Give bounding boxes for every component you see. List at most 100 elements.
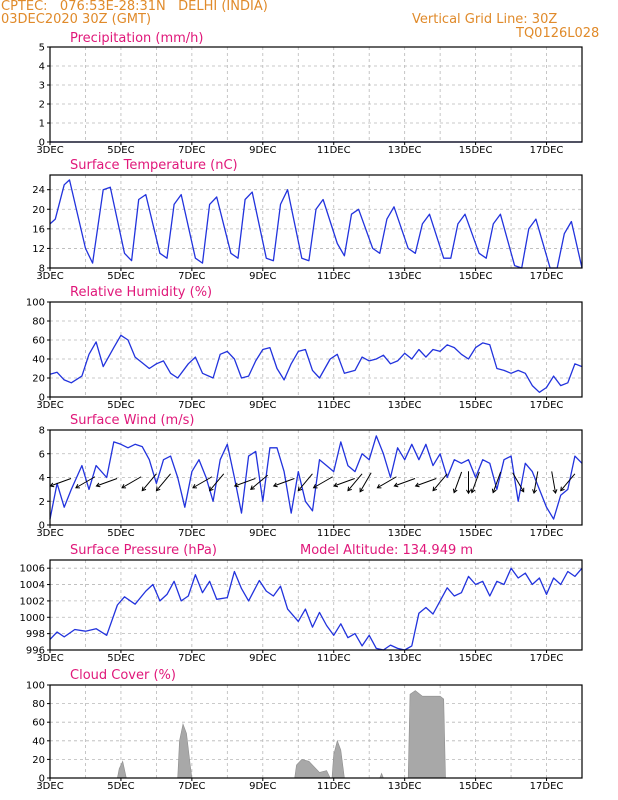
x-tick-label: 9DEC: [249, 271, 276, 282]
wind-arrow-head: [121, 484, 127, 489]
panel-title: Cloud Cover (%): [70, 668, 176, 683]
wind-arrow-head: [359, 487, 364, 493]
wind-arrow-head: [519, 487, 525, 493]
x-tick-label: 3DEC: [36, 653, 63, 664]
wind-arrow-head: [466, 489, 471, 495]
wind-arrow: [209, 473, 225, 491]
wind-arrow-head: [49, 482, 55, 488]
x-tick-label: 7DEC: [178, 400, 205, 411]
wind-arrow-head: [414, 482, 420, 488]
x-tick-label: 15DEC: [459, 528, 493, 539]
panel-2: 0 20 40 60 80 100 3DEC 5DEC 7DEC 9DEC 11DEC 13DEC 15…: [26, 285, 583, 411]
x-tick-label: 5DEC: [107, 400, 134, 411]
x-tick-label: 17DEC: [530, 653, 564, 664]
x-tick-label: 5DEC: [107, 653, 134, 664]
y-tick-label: 100: [26, 298, 45, 309]
x-tick-label: 7DEC: [178, 653, 205, 664]
wind-arrow: [359, 472, 372, 493]
y-tick-label: 24: [32, 185, 45, 196]
wind-arrow: [273, 478, 295, 487]
y-tick-label: 0: [39, 521, 45, 532]
wind-arrows: [49, 471, 576, 495]
wind-arrow: [156, 473, 171, 491]
series-line: [49, 567, 583, 651]
y-tick-label: 20: [32, 205, 45, 216]
x-tick-label: 13DEC: [388, 781, 422, 792]
y-tick-label: 4: [39, 473, 45, 484]
y-tick-label: 12: [32, 244, 45, 255]
y-tick-label: 0: [39, 138, 45, 149]
x-tick-label: 7DEC: [178, 528, 205, 539]
y-tick-label: 1004: [20, 580, 45, 591]
y-tick-label: 0: [39, 393, 45, 404]
wind-arrow: [432, 473, 448, 491]
wind-arrow-head: [432, 486, 438, 492]
wind-arrow-head: [233, 482, 239, 488]
x-tick-label: 15DEC: [459, 653, 493, 664]
wind-arrow: [333, 478, 355, 487]
wind-arrow: [234, 478, 256, 487]
y-tick-label: 996: [26, 646, 45, 657]
y-tick-label: 40: [32, 355, 45, 366]
wind-arrow: [492, 471, 502, 493]
y-tick-label: 80: [32, 317, 45, 328]
x-tick-label: 17DEC: [530, 528, 564, 539]
x-tick-label: 3DEC: [36, 528, 63, 539]
y-tick-label: 20: [32, 755, 45, 766]
x-tick-label: 13DEC: [388, 653, 422, 664]
x-tick-label: 5DEC: [107, 271, 134, 282]
x-tick-label: 15DEC: [459, 400, 493, 411]
x-tick-label: 9DEC: [249, 528, 276, 539]
wind-arrow: [347, 473, 363, 491]
panel-3: 0 2 4 6 8 3DEC 5DEC 7DEC 9DEC 11DEC 13DEC 15DEC 17DE…: [36, 413, 583, 539]
x-tick-label: 17DEC: [530, 781, 564, 792]
x-tick-label: 17DEC: [530, 145, 564, 156]
panel-title: Surface Temperature (nC): [70, 158, 238, 173]
x-tick-label: 13DEC: [388, 400, 422, 411]
wind-arrow: [297, 473, 313, 491]
wind-arrow: [121, 476, 142, 489]
y-tick-label: 4: [39, 62, 45, 73]
y-tick-label: 998: [26, 629, 45, 640]
x-tick-label: 3DEC: [36, 400, 63, 411]
panel-5: 0 20 40 60 80 100 3DEC 5DEC 7DEC 9DEC 11DEC 13DEC 15…: [26, 668, 583, 792]
panel-title: Surface Pressure (hPa): [70, 543, 217, 558]
wind-arrow-head: [272, 482, 278, 488]
x-tick-label: 9DEC: [249, 145, 276, 156]
panel-frame: [49, 46, 583, 143]
wind-arrow-head: [452, 488, 458, 494]
y-tick-label: 20: [32, 374, 45, 385]
wind-arrow: [313, 476, 333, 489]
wind-arrow-head: [347, 486, 352, 492]
wind-arrow: [50, 478, 72, 487]
y-tick-label: 16: [32, 224, 45, 235]
wind-arrow: [96, 478, 118, 487]
y-tick-label: 60: [32, 718, 45, 729]
panel-1: 8 12 16 20 24 3DEC 5DEC 7DEC 9DEC 11DEC 13DEC 15DEC…: [32, 158, 583, 282]
wind-arrow-head: [141, 486, 147, 492]
y-tick-label: 2: [39, 497, 45, 508]
y-tick-label: 100: [26, 681, 45, 692]
x-tick-label: 13DEC: [388, 145, 422, 156]
x-tick-label: 13DEC: [388, 271, 422, 282]
x-tick-label: 11DEC: [317, 271, 351, 282]
wind-arrow: [533, 471, 539, 494]
wind-arrow: [453, 471, 463, 493]
x-tick-label: 3DEC: [36, 781, 63, 792]
wind-arrow: [560, 473, 576, 491]
header-location: CPTEC: 076:53E-28:31N DELHI (INDIA): [1, 0, 268, 14]
x-tick-label: 5DEC: [107, 781, 134, 792]
wind-arrow-head: [552, 489, 558, 495]
panel-title: Precipitation (mm/h): [70, 31, 203, 46]
wind-arrow: [471, 471, 480, 493]
wind-arrow-head: [470, 488, 476, 494]
y-tick-label: 40: [32, 736, 45, 747]
y-tick-label: 1002: [20, 596, 45, 607]
wind-arrow: [75, 476, 96, 489]
panel-title: Relative Humidity (%): [70, 285, 212, 300]
x-tick-label: 13DEC: [388, 528, 422, 539]
wind-arrow: [512, 472, 525, 493]
y-tick-label: 0: [39, 774, 45, 785]
x-tick-label: 11DEC: [317, 653, 351, 664]
wind-arrow-head: [393, 482, 399, 488]
